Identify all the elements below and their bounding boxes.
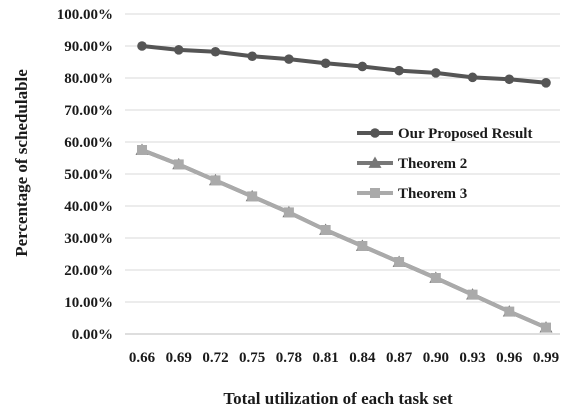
data-point — [430, 273, 441, 283]
x-tick-label: 0.66 — [129, 350, 156, 366]
y-tick-label: 50.00% — [64, 167, 113, 183]
data-point — [283, 207, 294, 218]
data-point — [210, 46, 221, 57]
y-tick-label: 40.00% — [64, 199, 113, 215]
legend-label: Our Proposed Result — [398, 126, 532, 142]
gridlines — [125, 13, 560, 335]
x-tick-label: 0.96 — [496, 350, 523, 366]
data-point — [504, 306, 515, 317]
series-line — [141, 44, 547, 85]
y-tick-label: 60.00% — [64, 135, 113, 151]
x-tick-label: 0.81 — [313, 350, 339, 366]
series-group — [135, 41, 553, 333]
x-tick-label: 0.78 — [276, 350, 302, 366]
x-axis-title: Total utilization of each task set — [223, 389, 453, 408]
y-tick-label: 80.00% — [64, 71, 113, 87]
data-point — [394, 65, 404, 76]
legend-item: Theorem 3 — [357, 186, 467, 202]
data-point — [247, 191, 258, 202]
series-square — [137, 145, 551, 333]
legend-marker — [370, 188, 380, 198]
data-point — [541, 322, 551, 333]
data-point — [394, 257, 405, 267]
y-tick-label: 20.00% — [64, 263, 113, 279]
data-point — [467, 72, 478, 83]
legend-label: Theorem 2 — [398, 156, 467, 172]
data-point — [137, 41, 147, 51]
x-tick-label: 0.84 — [349, 350, 376, 366]
data-point — [137, 145, 147, 155]
x-axis-ticks: 0.66 0.69 0.72 0.75 0.78 0.81 0.84 0.87 0.90 0.93… — [129, 350, 559, 366]
x-tick-label: 0.93 — [459, 350, 485, 366]
y-axis-ticks: 0.00% 10.00% 20.00% 30.00% 40.00% 50.00% 60.00… — [57, 7, 113, 343]
series-circle — [137, 41, 551, 88]
data-point — [467, 289, 478, 300]
y-tick-label: 10.00% — [64, 295, 113, 311]
data-point — [247, 51, 257, 62]
data-point — [320, 225, 331, 235]
x-tick-label: 0.90 — [423, 350, 449, 366]
y-tick-label: 90.00% — [64, 39, 113, 55]
data-point — [320, 58, 331, 69]
y-tick-label: 70.00% — [64, 103, 113, 119]
x-tick-label: 0.72 — [202, 350, 228, 366]
x-tick-label: 0.75 — [239, 350, 265, 366]
data-point — [173, 45, 184, 55]
x-tick-label: 0.87 — [386, 350, 413, 366]
data-point — [431, 68, 441, 78]
data-point — [284, 54, 294, 64]
x-tick-label: 0.69 — [166, 350, 192, 366]
legend-item: Our Proposed Result — [357, 126, 532, 142]
data-point — [357, 241, 368, 251]
series-line — [141, 148, 547, 330]
data-point — [173, 159, 184, 170]
y-tick-label: 0.00% — [72, 327, 113, 343]
data-point — [357, 61, 368, 72]
legend-marker — [370, 128, 380, 138]
legend: Our Proposed Result Theorem 2 Theorem 3 — [357, 126, 532, 202]
y-tick-label: 30.00% — [64, 231, 113, 247]
data-point — [210, 175, 221, 186]
legend-item: Theorem 2 — [357, 156, 467, 172]
data-point — [541, 78, 551, 88]
y-axis-title: Percentage of schedulable — [12, 69, 31, 257]
data-point — [504, 74, 515, 85]
x-tick-label: 0.99 — [533, 350, 559, 366]
legend-marker — [368, 156, 382, 168]
legend-label: Theorem 3 — [398, 186, 467, 202]
y-tick-label: 100.00% — [57, 7, 113, 23]
